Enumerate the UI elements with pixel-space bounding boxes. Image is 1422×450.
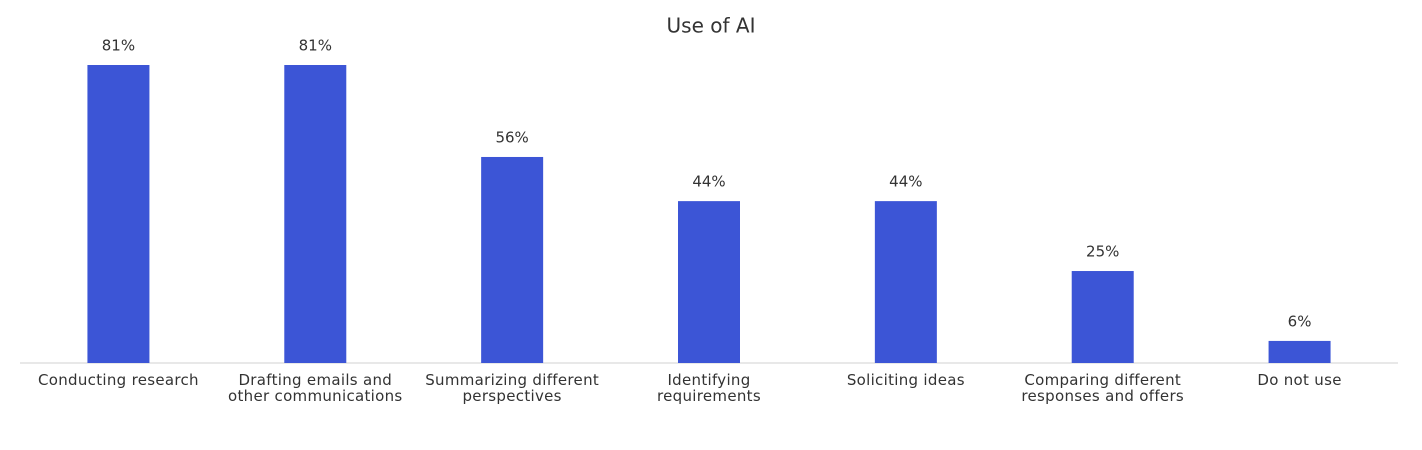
x-tick-label: Comparing different responses and offers bbox=[1021, 371, 1185, 405]
bar bbox=[1268, 340, 1331, 363]
bar bbox=[678, 201, 740, 363]
x-tick-label: Do not use bbox=[1257, 371, 1342, 389]
data-label: 56% bbox=[495, 128, 528, 146]
x-tick-label: Identifying requirements bbox=[657, 371, 761, 405]
bar bbox=[874, 201, 937, 363]
data-label: 44% bbox=[692, 173, 725, 191]
chart-title: Use of AI bbox=[667, 14, 756, 38]
bar bbox=[481, 156, 544, 363]
bar bbox=[87, 65, 150, 363]
data-label: 6% bbox=[1288, 312, 1312, 330]
x-tick-label: Conducting research bbox=[37, 371, 199, 389]
bar bbox=[284, 65, 347, 363]
bar bbox=[1071, 271, 1134, 363]
data-label: 25% bbox=[1086, 243, 1119, 261]
x-tick-label: Drafting emails and other communications bbox=[228, 371, 403, 405]
data-label: 44% bbox=[889, 173, 922, 191]
data-label: 81% bbox=[102, 37, 135, 55]
data-label: 81% bbox=[299, 37, 332, 55]
x-tick-label: Soliciting ideas bbox=[846, 371, 965, 389]
x-tick-label: Summarizing different perspectives bbox=[425, 371, 600, 405]
